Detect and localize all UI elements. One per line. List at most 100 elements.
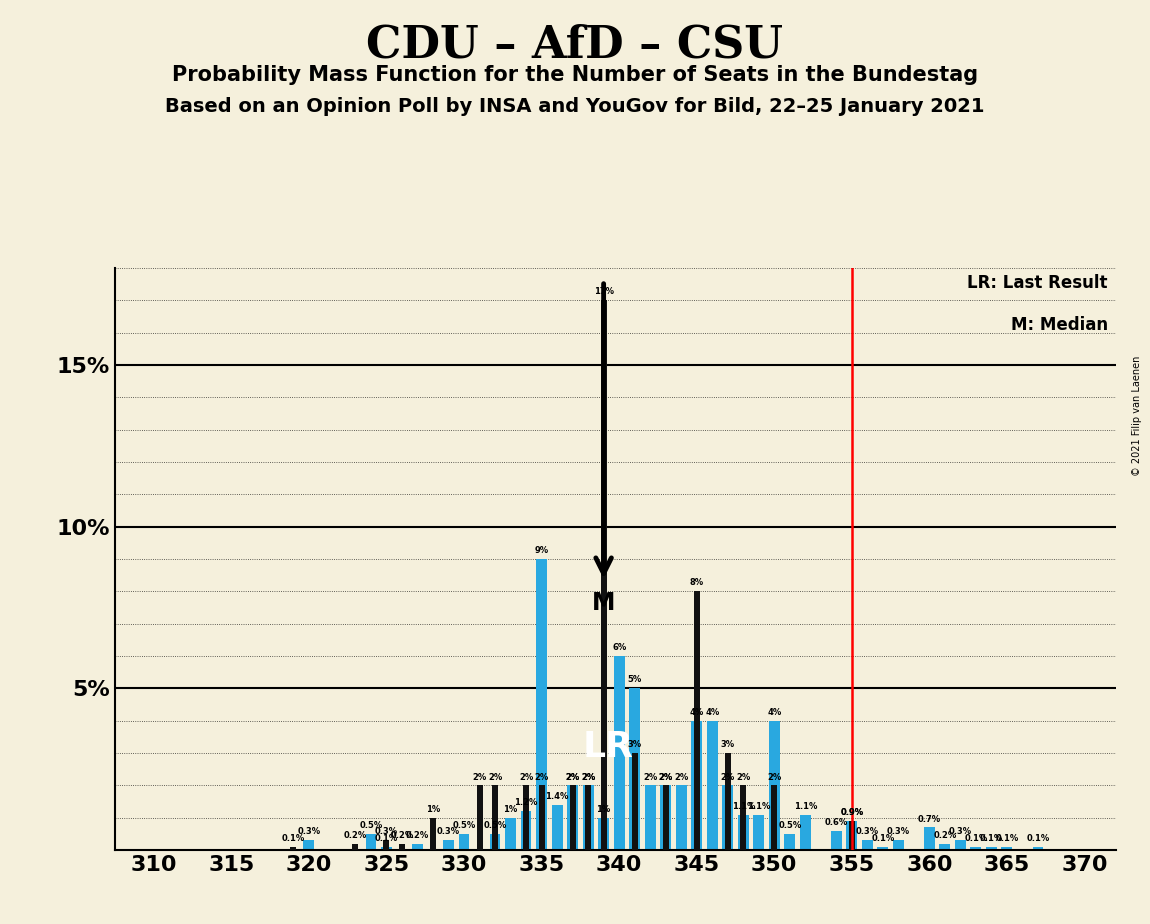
Bar [861,841,873,850]
Text: 9%: 9% [535,546,549,555]
Bar [691,721,703,850]
Text: 0.1%: 0.1% [995,834,1019,843]
Bar [660,785,672,850]
Bar [693,591,699,850]
Bar [631,753,637,850]
Bar [538,785,545,850]
Bar [971,846,981,850]
Bar [629,688,641,850]
Text: 1%: 1% [597,805,611,814]
Bar [490,833,500,850]
Text: 2%: 2% [659,772,673,782]
Text: 0.3%: 0.3% [298,828,321,836]
Text: 4%: 4% [690,708,704,717]
Bar [846,821,857,850]
Bar [552,805,562,850]
Text: M: M [592,591,615,615]
Text: 2%: 2% [581,772,596,782]
Text: 1.2%: 1.2% [514,798,538,808]
Bar [877,846,888,850]
Text: 0.6%: 0.6% [825,818,848,827]
Text: 2%: 2% [736,772,750,782]
Text: M: Median: M: Median [1011,317,1107,334]
Bar [567,785,578,850]
Bar [722,785,734,850]
Text: 0.5%: 0.5% [452,821,476,830]
Text: 0.3%: 0.3% [949,828,972,836]
Text: 3%: 3% [628,740,642,749]
Bar [614,656,624,850]
Text: 1.1%: 1.1% [793,802,816,810]
Text: 4%: 4% [767,708,781,717]
Bar [800,815,811,850]
Bar [366,833,376,850]
Text: 2%: 2% [535,772,549,782]
Text: 0.1%: 0.1% [282,834,305,843]
Text: LR: LR [583,730,634,763]
Text: 2%: 2% [488,772,503,782]
Text: 3%: 3% [721,740,735,749]
Bar [569,785,576,850]
Bar [381,846,392,850]
Bar [940,844,950,850]
Bar [443,841,454,850]
Bar [430,818,436,850]
Text: 2%: 2% [767,772,781,782]
Text: 0.1%: 0.1% [964,834,988,843]
Text: 1.4%: 1.4% [545,792,569,801]
Bar [476,785,483,850]
Bar [352,844,359,850]
Text: 0.3%: 0.3% [887,828,910,836]
Text: 0.5%: 0.5% [779,821,802,830]
Text: 0.2%: 0.2% [934,831,957,840]
Bar [769,721,780,850]
Bar [738,815,749,850]
Bar [676,785,687,850]
Text: 1%: 1% [426,805,440,814]
Text: 0.1%: 0.1% [375,834,398,843]
Bar [291,846,297,850]
Text: 2%: 2% [674,772,689,782]
Bar [986,846,997,850]
Bar [412,844,423,850]
Text: 4%: 4% [705,708,719,717]
Text: 6%: 6% [612,643,627,652]
Bar [505,818,516,850]
Bar [645,785,656,850]
Text: 0.5%: 0.5% [359,821,383,830]
Bar [892,841,904,850]
Text: 2%: 2% [519,772,534,782]
Text: CDU – AfD – CSU: CDU – AfD – CSU [367,23,783,67]
Bar [536,559,547,850]
Text: 1%: 1% [504,805,518,814]
Text: 2%: 2% [566,772,580,782]
Text: Based on an Opinion Poll by INSA and YouGov for Bild, 22–25 January 2021: Based on an Opinion Poll by INSA and You… [166,97,984,116]
Bar [772,785,777,850]
Bar [521,811,531,850]
Bar [523,785,529,850]
Text: Probability Mass Function for the Number of Seats in the Bundestag: Probability Mass Function for the Number… [172,65,978,85]
Text: 0.7%: 0.7% [918,815,941,823]
Text: 0.9%: 0.9% [841,808,864,817]
Text: 2%: 2% [659,772,673,782]
Text: 0.5%: 0.5% [483,821,507,830]
Text: 1.1%: 1.1% [748,802,770,810]
Bar [830,831,842,850]
Bar [923,828,935,850]
Text: 0.2%: 0.2% [390,831,414,840]
Text: © 2021 Filip van Laenen: © 2021 Filip van Laenen [1132,356,1142,476]
Bar [753,815,764,850]
Text: 0.1%: 0.1% [1026,834,1050,843]
Text: 0.3%: 0.3% [375,828,398,836]
Text: 1.1%: 1.1% [731,802,754,810]
Bar [459,833,469,850]
Bar [954,841,966,850]
Bar [583,785,593,850]
Text: 2%: 2% [473,772,486,782]
Bar [492,785,498,850]
Bar [724,753,730,850]
Bar [1033,846,1043,850]
Text: 0.3%: 0.3% [856,828,879,836]
Text: 17%: 17% [593,287,614,297]
Bar [784,833,795,850]
